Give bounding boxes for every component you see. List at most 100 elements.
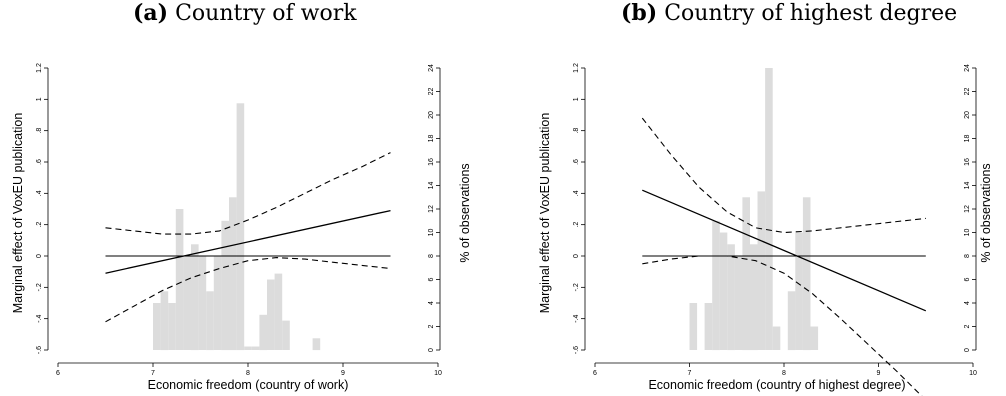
- histogram-bar: [719, 232, 728, 350]
- y2-tick-label: 16: [428, 158, 435, 166]
- y-tick-label: .2: [573, 222, 580, 228]
- y-tick-label: 0: [36, 254, 43, 258]
- panel-a-title: (a) Country of work: [133, 0, 357, 26]
- y-tick-label: -.4: [573, 314, 580, 322]
- histogram-bar: [282, 320, 290, 350]
- y2-tick-label: 18: [428, 135, 435, 143]
- panel-b-letter: (b): [621, 0, 658, 26]
- y-tick-label: -.6: [573, 346, 580, 354]
- y-tick-label: 1: [36, 97, 43, 101]
- histogram-bar: [221, 220, 229, 351]
- y-tick-label: .8: [36, 128, 43, 134]
- histogram-bar: [742, 197, 750, 351]
- x-tick-label: 6: [593, 370, 597, 377]
- y2-tick-label: 12: [428, 205, 435, 213]
- panel-b-title: (b) Country of highest degree: [621, 0, 957, 26]
- y2-tick-label: 14: [428, 182, 435, 190]
- panel-a-letter: (a): [133, 0, 169, 26]
- y2-tick-label: 0: [964, 348, 971, 352]
- y-tick-label: 0: [573, 254, 580, 258]
- x-axis-label: Economic freedom (country of highest deg…: [648, 378, 905, 392]
- y-tick-label: -.2: [573, 283, 580, 291]
- y2-tick-label: 24: [964, 64, 971, 72]
- y2-tick-label: 6: [964, 277, 971, 281]
- histogram-bar: [712, 220, 720, 351]
- y2-tick-label: 20: [428, 111, 435, 119]
- y2-axis-label: % of observations: [979, 163, 993, 262]
- histogram-bar: [795, 232, 803, 350]
- confidence-bound-line: [105, 257, 391, 323]
- histogram-bar: [153, 303, 161, 350]
- histogram-bar: [206, 291, 214, 351]
- y-tick-label: 1: [573, 97, 580, 101]
- x-tick-label: 9: [341, 370, 345, 377]
- y2-tick-label: 22: [964, 88, 971, 96]
- histogram-bar: [274, 273, 283, 350]
- y2-tick-label: 4: [964, 301, 971, 305]
- y-tick-label: -.2: [36, 283, 43, 291]
- y2-tick-label: 8: [964, 254, 971, 258]
- y2-tick-label: 0: [428, 348, 435, 352]
- y-tick-label: -.4: [36, 314, 43, 322]
- x-tick-label: 9: [877, 370, 881, 377]
- y-tick-label: .4: [36, 190, 43, 196]
- histogram-bar: [183, 256, 191, 350]
- y2-tick-label: 2: [964, 324, 971, 328]
- histogram-bar: [312, 338, 321, 351]
- y2-tick-label: 22: [428, 88, 435, 96]
- histogram-bar: [765, 68, 773, 350]
- y2-tick-label: 24: [428, 64, 435, 72]
- chart-country-of-highest-degree: Marginal effect of VoxEU publication % o…: [538, 63, 993, 396]
- y-tick-label: .6: [573, 159, 580, 165]
- y2-tick-label: 10: [428, 229, 435, 237]
- x-tick-label: 7: [688, 370, 692, 377]
- x-axis-label: Economic freedom (country of work): [148, 378, 349, 392]
- y2-tick-label: 14: [964, 182, 971, 190]
- x-tick-label: 8: [246, 370, 250, 377]
- histogram-bar: [757, 191, 766, 350]
- histogram-bar: [750, 244, 758, 351]
- y2-tick-label: 10: [964, 229, 971, 237]
- histogram-bar: [251, 346, 260, 350]
- y-tick-label: .2: [36, 222, 43, 228]
- confidence-bound-line: [105, 152, 391, 235]
- confidence-bound-line: [642, 255, 923, 396]
- marginal-effect-line: [642, 189, 927, 312]
- y2-tick-label: 8: [428, 254, 435, 258]
- histogram-bar: [175, 209, 184, 350]
- histogram-bar: [267, 279, 275, 350]
- y2-tick-label: 16: [964, 158, 971, 166]
- histogram-bar: [191, 244, 199, 351]
- histogram-bar: [244, 346, 252, 350]
- histogram-bar: [727, 244, 735, 351]
- histogram-bar: [772, 326, 781, 350]
- confidence-bound-line: [641, 117, 926, 234]
- y-tick-label: .6: [36, 159, 43, 165]
- histogram-bar: [259, 314, 267, 351]
- x-tick-label: 8: [782, 370, 786, 377]
- chart-country-of-work: Marginal effect of VoxEU publication % o…: [11, 63, 472, 392]
- x-tick-label: 6: [56, 370, 60, 377]
- x-tick-label: 10: [434, 370, 442, 377]
- y2-tick-label: 2: [428, 324, 435, 328]
- histogram-bar: [787, 291, 796, 351]
- histogram-bar: [689, 303, 698, 350]
- histogram-bar: [213, 256, 222, 350]
- y2-tick-label: 4: [428, 301, 435, 305]
- x-tick-label: 10: [969, 370, 977, 377]
- histogram-bar: [229, 197, 237, 351]
- histogram-bar: [802, 197, 811, 351]
- histogram-bar: [236, 103, 245, 351]
- y-tick-label: 1.2: [36, 63, 43, 73]
- y-tick-label: .4: [573, 190, 580, 196]
- y2-tick-label: 12: [964, 205, 971, 213]
- histogram-bar: [198, 256, 207, 350]
- panel-a-name: Country of work: [175, 1, 357, 26]
- y-tick-label: 1.2: [573, 63, 580, 73]
- histogram-bar: [168, 303, 176, 350]
- y2-tick-label: 18: [964, 135, 971, 143]
- histogram-bar: [734, 256, 743, 350]
- histogram-bar: [810, 326, 819, 350]
- x-tick-label: 7: [151, 370, 155, 377]
- marginal-effect-line: [105, 209, 391, 274]
